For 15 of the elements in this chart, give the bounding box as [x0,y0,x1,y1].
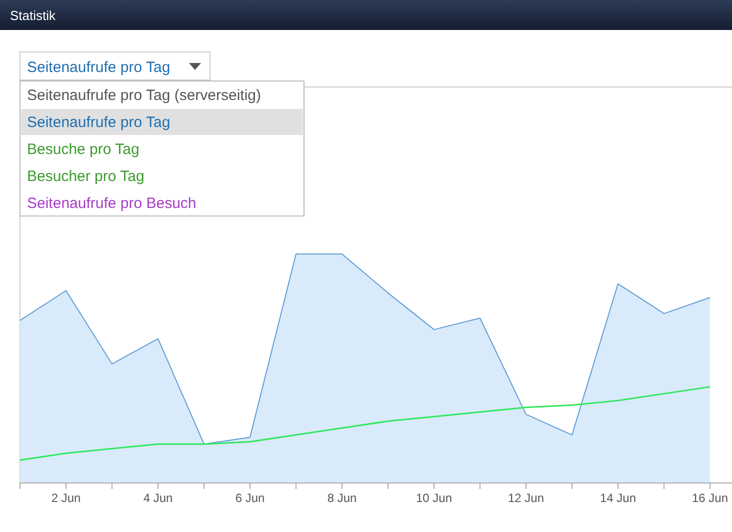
x-tick-label: 14 Jun [600,491,636,505]
x-tick-label: 10 Jun [416,491,452,505]
text: Seitenaufrufe pro Tag [27,59,170,76]
x-tick-label: 4 Jun [143,491,173,505]
text: Besuche pro Tag [27,141,140,158]
chart-title: Statistik [10,8,56,23]
x-tick-label: 12 Jun [508,491,544,505]
x-tick-label: 2 Jun [51,491,81,505]
text: Seitenaufrufe pro Tag [27,114,170,131]
text: Seitenaufrufe pro Tag (serverseitig) [27,87,262,104]
text: Besucher pro Tag [27,168,144,185]
x-tick-label: 16 Jun [692,491,728,505]
x-tick-label: 8 Jun [327,491,357,505]
text: Seitenaufrufe pro Besuch [27,195,196,212]
x-tick-label: 6 Jun [235,491,265,505]
